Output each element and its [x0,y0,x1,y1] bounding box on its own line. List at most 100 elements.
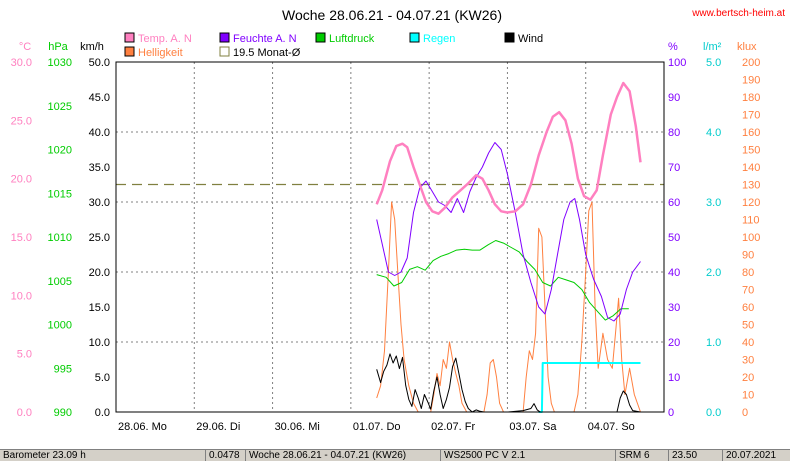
day-label: 30.06. Mi [275,421,320,433]
status-field-7: 20.07.2021 [722,450,779,461]
humidity-tick-label: 20 [668,337,680,349]
light-tick-label: 130 [742,180,760,192]
light-tick-label: 70 [742,285,754,297]
temp-tick-label: 10.0 [11,290,32,302]
humidity-tick-label: 0 [668,407,674,419]
pressure-tick-label: 1010 [48,232,72,244]
legend-label: Temp. A. N [138,33,192,45]
rain-tick-label: 2.0 [706,267,721,279]
temp-tick-label: 15.0 [11,232,32,244]
series-line-temp-a-n [375,81,642,215]
series-line-regen [538,362,641,413]
light-tick-label: 170 [742,110,760,122]
legend-label: Wind [518,33,543,45]
pressure-tick-label: 1020 [48,145,72,157]
legend-swatch [124,32,135,43]
pressure-tick-label: 1000 [48,320,72,332]
light-axis-unit: klux [737,41,757,53]
pressure-axis-unit: hPa [48,41,68,53]
light-tick-label: 150 [742,145,760,157]
temp-tick-label: 30.0 [11,57,32,69]
humidity-axis-unit: % [668,41,678,53]
wind-tick-label: 45.0 [89,92,110,104]
status-field-2: 0.0478 [205,450,243,461]
legend-swatch [409,32,420,43]
wind-tick-label: 0.0 [95,407,110,419]
rain-tick-label: 3.0 [706,197,721,209]
day-label: 28.06. Mo [118,421,167,433]
series-line-feuchte-a-n [376,142,641,322]
series-line-wind [376,353,641,413]
status-field-6: 23.50 [668,450,700,461]
light-tick-label: 200 [742,57,760,69]
legend-swatch [219,32,230,43]
pressure-tick-label: 1015 [48,188,72,200]
wind-tick-label: 35.0 [89,162,110,174]
day-label: 04.07. So [588,421,635,433]
light-tick-label: 100 [742,232,760,244]
status-field-3: Woche 28.06.21 - 04.07.21 (KW26) [245,450,409,461]
light-tick-label: 50 [742,320,754,332]
humidity-tick-label: 10 [668,372,680,384]
rain-tick-label: 4.0 [706,127,721,139]
pressure-tick-label: 995 [54,363,72,375]
day-label: 29.06. Di [196,421,240,433]
wind-tick-label: 20.0 [89,267,110,279]
light-tick-label: 110 [742,215,760,227]
website-link[interactable]: www.bertsch-heim.at [691,8,785,19]
legend-label: Luftdruck [329,33,375,45]
day-label: 03.07. Sa [509,421,557,433]
wind-tick-label: 15.0 [89,302,110,314]
wind-tick-label: 30.0 [89,197,110,209]
status-field-1: Barometer 23.09 h [3,450,86,461]
humidity-tick-label: 70 [668,162,680,174]
pressure-tick-label: 1005 [48,276,72,288]
light-tick-label: 0 [742,407,748,419]
status-field-5: SRM 6 [615,450,653,461]
pressure-tick-label: 990 [54,407,72,419]
pressure-tick-label: 1030 [48,57,72,69]
chart-legend: Temp. A. N Feuchte A. N Luftdruck Regen Wind… [124,32,543,59]
plot-frame [115,61,665,413]
day-label: 01.07. Do [353,421,401,433]
legend-swatch [504,32,515,43]
light-tick-label: 160 [742,127,760,139]
humidity-tick-label: 50 [668,232,680,244]
legend-label: Helligkeit [138,47,183,59]
legend-swatch [124,46,135,57]
weather-chart: Woche 28.06.21 - 04.07.21 (KW26) www.ber… [11,7,786,433]
pressure-tick-label: 1025 [48,101,72,113]
humidity-tick-label: 40 [668,267,680,279]
series-line-luftdruck [376,240,629,321]
light-tick-label: 180 [742,92,760,104]
light-tick-label: 60 [742,302,754,314]
light-tick-label: 90 [742,250,754,262]
temp-tick-label: 0.0 [17,407,32,419]
humidity-tick-label: 80 [668,127,680,139]
temp-tick-label: 5.0 [17,349,32,361]
wind-tick-label: 50.0 [89,57,110,69]
temp-tick-label: 25.0 [11,115,32,127]
rain-tick-label: 5.0 [706,57,721,69]
legend-label: Regen [423,33,455,45]
wind-tick-label: 25.0 [89,232,110,244]
light-tick-label: 190 [742,75,760,87]
wind-tick-label: 10.0 [89,337,110,349]
wind-axis-unit: km/h [80,41,104,53]
light-tick-label: 40 [742,337,754,349]
temp-axis-unit: °C [19,41,31,53]
humidity-tick-label: 60 [668,197,680,209]
legend-swatch [315,32,326,43]
humidity-tick-label: 30 [668,302,680,314]
wind-tick-label: 40.0 [89,127,110,139]
chart-title: Woche 28.06.21 - 04.07.21 (KW26) [282,7,502,23]
chart-grid [116,62,664,412]
status-field-4: WS2500 PC V 2.1 [440,450,528,461]
light-tick-label: 140 [742,162,760,174]
light-tick-label: 20 [742,372,754,384]
day-label: 02.07. Fr [431,421,475,433]
light-tick-label: 30 [742,355,754,367]
light-tick-label: 10 [742,390,754,402]
rain-axis-unit: l/m² [703,41,722,53]
legend-label: Feuchte A. N [233,33,297,45]
